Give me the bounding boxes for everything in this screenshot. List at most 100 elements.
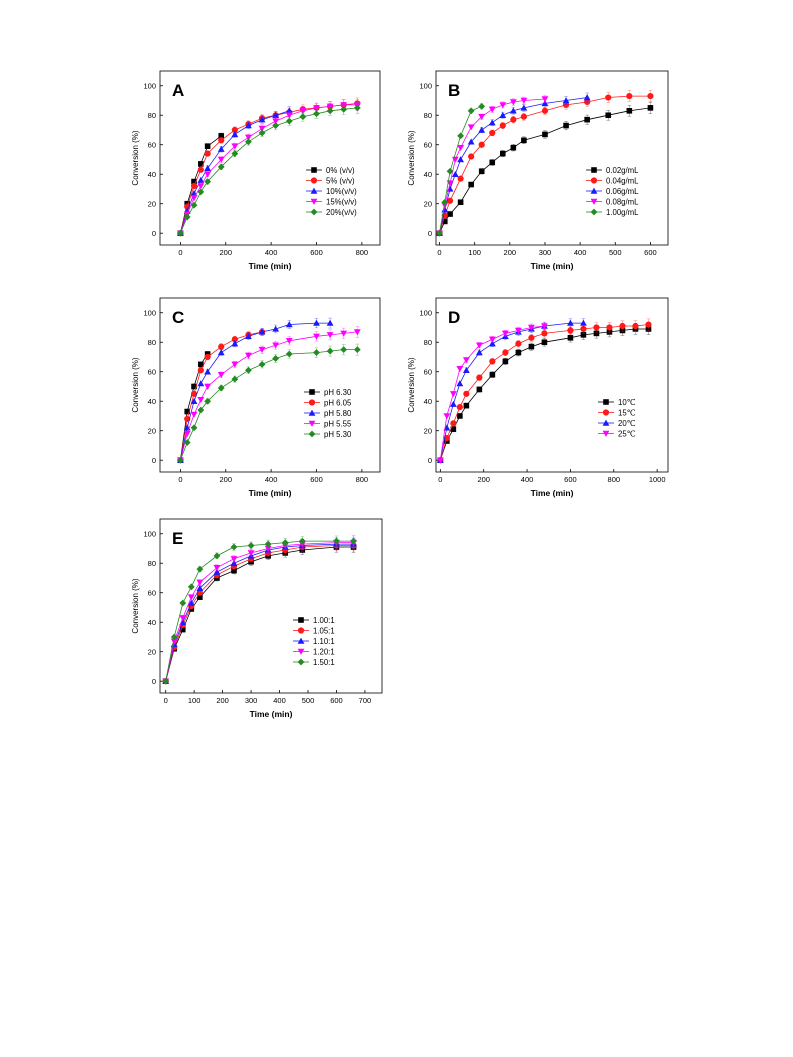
data-point <box>204 368 212 375</box>
data-point <box>499 150 506 157</box>
data-point <box>478 141 485 148</box>
data-point <box>593 324 600 331</box>
data-point <box>580 319 587 326</box>
data-point <box>567 327 574 334</box>
legend-marker <box>297 637 305 644</box>
data-point <box>170 633 178 641</box>
data-point <box>509 107 517 114</box>
series-line <box>180 107 358 234</box>
series-3 <box>436 318 587 463</box>
data-point <box>606 324 613 331</box>
y-tick-label: 80 <box>424 338 432 347</box>
series-2 <box>437 318 652 464</box>
series-4 <box>177 326 361 464</box>
data-point <box>285 107 293 114</box>
legend-marker <box>310 187 318 194</box>
data-point <box>528 334 535 341</box>
data-point <box>184 408 191 415</box>
data-point <box>509 99 517 106</box>
series-5 <box>177 102 361 237</box>
data-point <box>502 349 509 356</box>
data-point <box>489 159 496 166</box>
data-point <box>446 167 454 175</box>
legend-label: 5% (v/v) <box>326 177 355 186</box>
data-point <box>353 329 361 336</box>
data-point <box>197 367 204 374</box>
data-point <box>190 424 198 432</box>
data-point <box>217 145 225 152</box>
data-point <box>468 153 475 160</box>
data-point <box>528 343 535 350</box>
data-point <box>489 371 496 378</box>
x-tick-label: 100 <box>188 696 201 705</box>
data-point <box>488 119 496 126</box>
data-point <box>162 677 170 685</box>
data-point <box>326 332 334 339</box>
data-point <box>197 397 205 404</box>
y-tick-label: 20 <box>148 426 156 435</box>
y-tick-label: 20 <box>424 199 432 208</box>
data-point <box>593 330 600 337</box>
legend-marker <box>602 430 610 437</box>
legend-label: 1.00g/mL <box>606 208 639 217</box>
data-point <box>632 322 639 330</box>
data-point <box>450 420 457 427</box>
data-point <box>230 543 238 551</box>
legend: 0% (v/v) 5% (v/v)10%(v/v) 15%(v/v)20%(v/v) <box>306 166 357 217</box>
y-axis-label: Conversion (%) <box>131 357 140 412</box>
data-point <box>187 599 195 606</box>
legend-marker <box>590 187 598 194</box>
x-tick-label: 800 <box>356 475 369 484</box>
data-point <box>441 198 449 206</box>
y-tick-label: 60 <box>148 140 156 149</box>
x-tick-label: 800 <box>356 248 369 257</box>
data-point <box>520 113 527 120</box>
panel-label: C <box>172 308 184 327</box>
x-tick-label: 200 <box>504 248 517 257</box>
data-point <box>645 321 652 328</box>
y-tick-label: 60 <box>148 367 156 376</box>
legend-label: 15℃ <box>618 409 636 418</box>
data-point <box>462 357 470 364</box>
data-point <box>499 102 507 109</box>
data-point <box>456 404 463 411</box>
legend-label: 0.04g/mL <box>606 177 639 186</box>
data-point <box>456 366 464 373</box>
data-point <box>217 163 225 171</box>
data-point <box>475 342 483 349</box>
panel-label: A <box>172 81 184 100</box>
data-point <box>436 457 444 464</box>
data-point <box>562 97 570 104</box>
data-point <box>204 397 212 405</box>
data-point <box>196 584 204 592</box>
data-point <box>197 166 204 173</box>
data-point <box>213 564 221 572</box>
data-point <box>510 116 517 123</box>
data-point <box>333 537 340 545</box>
data-point <box>313 349 320 356</box>
y-tick-label: 0 <box>152 456 156 465</box>
legend-marker <box>603 399 609 405</box>
data-point <box>626 108 633 114</box>
data-point <box>258 346 266 354</box>
data-point <box>567 335 574 341</box>
panel-label: B <box>448 81 460 100</box>
y-tick-label: 40 <box>424 170 432 179</box>
data-point <box>340 105 348 113</box>
data-point <box>191 383 197 390</box>
data-point <box>299 113 307 121</box>
series-1 <box>436 101 654 237</box>
data-point <box>478 168 485 175</box>
x-tick-label: 200 <box>216 696 229 705</box>
legend-label: 0.06g/mL <box>606 187 639 196</box>
x-tick-label: 800 <box>608 475 621 484</box>
panel-label: D <box>448 308 460 327</box>
series-line <box>439 95 651 234</box>
data-point <box>541 330 548 337</box>
data-point <box>245 138 252 146</box>
data-point <box>204 171 212 178</box>
data-point <box>183 439 191 446</box>
y-tick-label: 40 <box>148 397 156 406</box>
data-point <box>231 131 239 138</box>
data-point <box>463 402 470 409</box>
